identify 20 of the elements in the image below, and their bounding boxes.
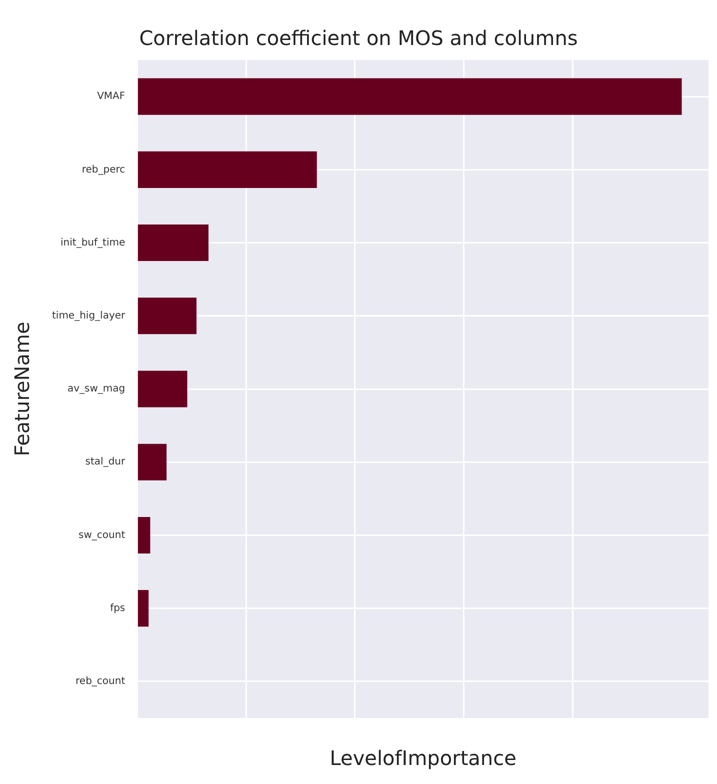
y-axis-title: FeatureName — [10, 322, 34, 456]
bar — [138, 151, 317, 188]
bar — [138, 78, 682, 115]
y-tick-label: av_sw_mag — [67, 384, 126, 395]
y-tick-label: reb_perc — [82, 164, 126, 176]
bar — [138, 590, 149, 627]
y-tick-label: time_hig_layer — [52, 310, 126, 322]
bar — [138, 370, 188, 408]
y-tick-label: sw_count — [78, 530, 126, 541]
bar — [138, 298, 197, 334]
x-axis-title: LevelofImportance — [330, 746, 516, 770]
y-tick-label: reb_count — [76, 676, 126, 688]
bar — [138, 224, 208, 262]
chart-title: Correlation coefficient on MOS and columns — [139, 26, 578, 50]
y-tick-label: init_buf_time — [60, 237, 126, 248]
bar — [138, 444, 167, 480]
bar — [138, 516, 150, 554]
y-tick-label: VMAF — [97, 91, 126, 102]
y-tick-label: fps — [110, 602, 126, 614]
y-tick-label: stal_dur — [85, 456, 126, 468]
